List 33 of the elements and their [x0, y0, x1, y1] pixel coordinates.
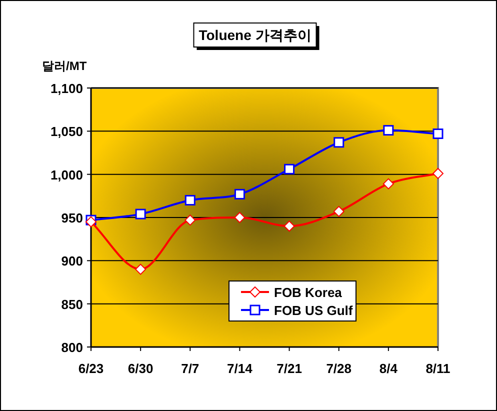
point	[382, 178, 394, 190]
point	[284, 164, 295, 174]
point	[135, 208, 146, 220]
point	[334, 137, 344, 148]
point	[184, 214, 196, 226]
point	[432, 168, 444, 179]
y-tick-label: 900	[61, 254, 83, 269]
legend-label: FOB Korea	[274, 285, 343, 300]
y-tick-label: 1,000	[50, 167, 83, 182]
point	[184, 194, 196, 206]
x-tick-label: 8/11	[426, 361, 450, 376]
x-tick-label: 6/30	[128, 361, 154, 376]
x-tick-label: 7/28	[326, 361, 352, 376]
x-tick-label: 7/21	[276, 361, 302, 376]
y-axis-title: 달러/MT	[42, 59, 88, 73]
point	[234, 212, 246, 223]
point	[432, 128, 444, 140]
x-tick-label: 6/23	[78, 361, 104, 376]
point	[234, 188, 245, 200]
point	[135, 264, 146, 275]
y-tick-label: 800	[61, 340, 83, 355]
point	[333, 206, 344, 217]
x-tick-label: 7/14	[227, 361, 254, 376]
y-tick-label: 850	[61, 296, 83, 312]
x-tick-label: 7/7	[181, 361, 200, 376]
chart-title: Toluene 가격추이	[198, 27, 312, 43]
legend-label: FOB US Gulf	[274, 303, 354, 318]
point	[383, 125, 394, 136]
y-tick-label: 950	[61, 210, 83, 226]
y-tick-label: 1,100	[50, 81, 83, 96]
x-tick-label: 8/4	[379, 361, 398, 376]
point	[284, 220, 295, 232]
y-tick-label: 1,050	[50, 124, 83, 140]
